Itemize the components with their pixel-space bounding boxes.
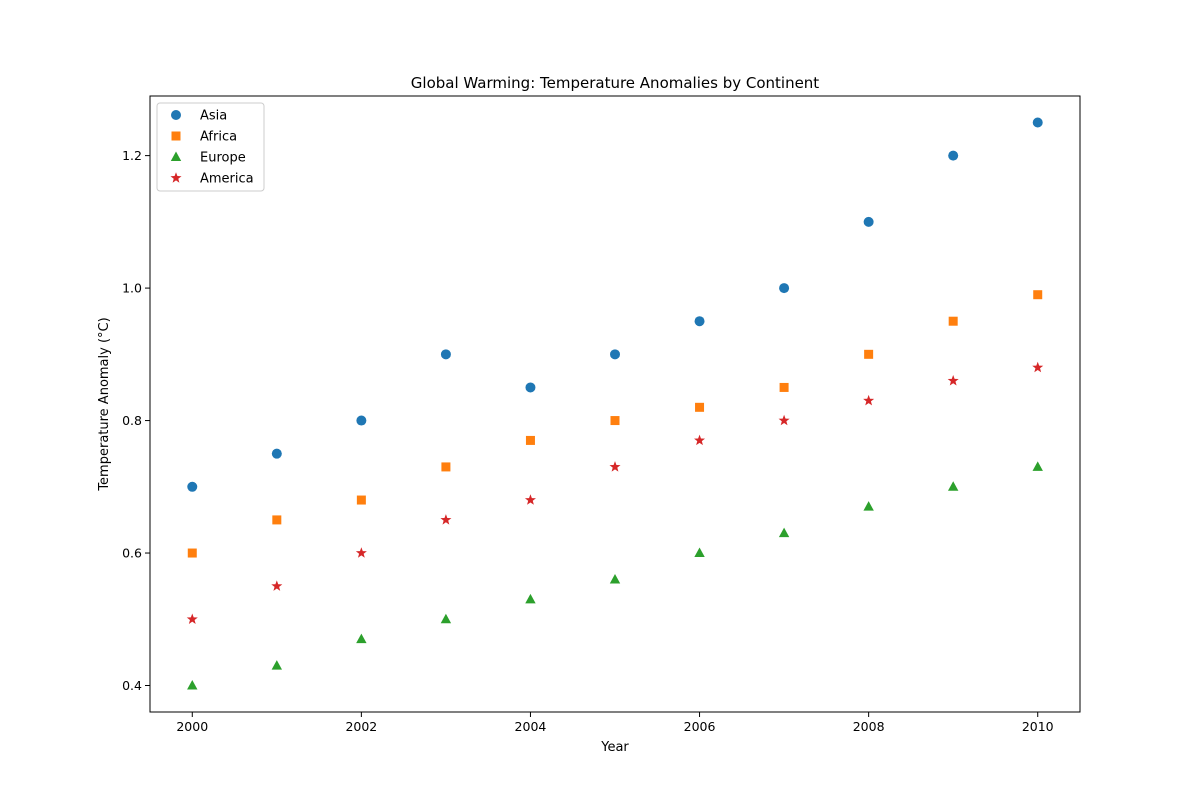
- legend: Asia Africa Europe America: [156, 102, 265, 192]
- point-america-2007: [778, 414, 790, 426]
- plot-area-frame: [149, 95, 1081, 713]
- point-africa-2001: [272, 515, 282, 525]
- point-africa-2007: [779, 382, 789, 392]
- y-tick-label: 1.2: [122, 148, 142, 163]
- point-america-2002: [355, 547, 367, 558]
- point-europe-2010: [1032, 461, 1043, 471]
- point-asia-2010: [1032, 117, 1043, 128]
- x-axis: 2000 2002 2004 2006 2008 2010: [176, 712, 1054, 734]
- point-africa-2010: [1033, 290, 1043, 300]
- point-europe-2006: [694, 547, 705, 558]
- point-asia-2002: [356, 415, 367, 426]
- point-america-2006: [694, 434, 706, 446]
- x-tick-label: 2004: [515, 719, 547, 734]
- point-europe-2009: [947, 481, 959, 491]
- point-africa-2005: [610, 416, 620, 426]
- point-asia-2005: [610, 349, 620, 360]
- point-asia-2007: [779, 283, 790, 294]
- legend-marker-africa: [171, 131, 181, 141]
- data-points: [186, 117, 1044, 690]
- point-asia-2008: [863, 216, 874, 227]
- y-tick-label: 0.4: [122, 678, 142, 693]
- x-axis-label: Year: [600, 740, 629, 755]
- x-tick-label: 2000: [176, 719, 208, 734]
- x-tick-label: 2008: [853, 719, 885, 734]
- point-asia-2000: [187, 481, 198, 492]
- y-tick-label: 0.6: [122, 546, 142, 561]
- point-europe-2005: [609, 574, 621, 584]
- x-tick-label: 2010: [1022, 719, 1054, 734]
- legend-marker-asia: [171, 110, 181, 120]
- point-america-2010: [1032, 361, 1044, 373]
- point-africa-2008: [864, 349, 874, 359]
- legend-label-africa: Africa: [200, 130, 237, 145]
- x-tick-label: 2006: [684, 719, 716, 734]
- point-europe-2000: [187, 680, 198, 690]
- y-tick-label: 0.8: [122, 413, 142, 428]
- point-asia-2003: [440, 349, 451, 360]
- point-america-2005: [609, 461, 621, 472]
- chart-title: Global Warming: Temperature Anomalies by…: [411, 74, 820, 92]
- y-axis: 0.4 0.6 0.8 1.0 1.2: [122, 148, 150, 693]
- point-america-2001: [271, 580, 283, 591]
- x-tick-label: 2002: [345, 719, 377, 734]
- y-axis-label: Temperature Anomaly (°C): [97, 317, 112, 491]
- point-africa-2003: [441, 462, 451, 472]
- point-america-2008: [863, 394, 875, 406]
- point-africa-2004: [525, 435, 535, 445]
- legend-marker-america: [170, 172, 182, 183]
- point-asia-2006: [694, 316, 705, 327]
- point-america-2004: [524, 494, 536, 505]
- point-europe-2001: [271, 660, 283, 670]
- point-africa-2006: [695, 402, 705, 412]
- legend-label-europe: Europe: [200, 151, 246, 166]
- point-africa-2009: [948, 316, 958, 326]
- point-america-2003: [440, 514, 452, 525]
- point-asia-2009: [948, 150, 959, 161]
- point-asia-2001: [271, 448, 282, 459]
- legend-label-america: America: [200, 172, 254, 187]
- point-europe-2004: [525, 593, 536, 604]
- point-europe-2002: [356, 633, 367, 644]
- point-europe-2008: [863, 501, 874, 511]
- point-america-2009: [947, 375, 959, 386]
- legend-box: [156, 102, 265, 192]
- point-africa-2002: [356, 495, 366, 505]
- legend-marker-europe: [170, 151, 182, 161]
- point-africa-2000: [187, 548, 197, 558]
- y-tick-label: 1.0: [122, 281, 142, 296]
- point-europe-2007: [778, 527, 790, 538]
- point-asia-2004: [525, 382, 536, 393]
- point-america-2000: [186, 613, 198, 624]
- legend-label-asia: Asia: [200, 109, 227, 124]
- point-europe-2003: [440, 613, 452, 624]
